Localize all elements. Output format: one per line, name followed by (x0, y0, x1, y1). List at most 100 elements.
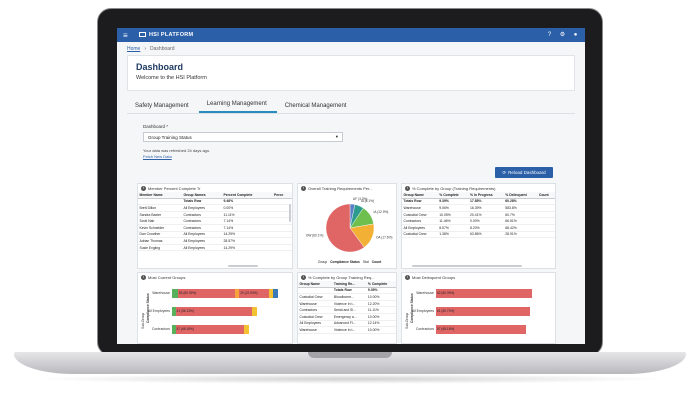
table-cell: Custodial Crew (402, 231, 438, 239)
bar-segment[interactable]: 41 (36.13%) (175, 307, 253, 316)
totals-row: Totals Row 9.39% (298, 287, 396, 295)
column-header[interactable]: % Complete (437, 192, 469, 199)
tab-bar: Safety Management Learning Management Ch… (127, 99, 575, 114)
column-header[interactable]: Group Name (402, 192, 438, 199)
table-row[interactable]: All Employees 8.57% 8.20% 68.42% (402, 224, 555, 232)
table-row[interactable]: Contractors Serial and Sl... 11.11% (298, 306, 396, 314)
info-icon[interactable]: i (301, 185, 306, 191)
tab-chemical-management[interactable]: Chemical Management (284, 103, 347, 109)
reload-dashboard-button[interactable]: ⟳ Reload Dashboard (495, 167, 553, 178)
table-row[interactable]: Adrian Thomas All Employees 28.57% (138, 237, 292, 245)
table-cell: Bloodborne... (332, 293, 367, 301)
table-row[interactable]: Contractors 11.46% 0.00% 66.51% (402, 217, 555, 225)
bar[interactable]: 62 (60.39%) (436, 289, 532, 298)
tab-safety-management[interactable]: Safety Management (135, 103, 189, 109)
table-row[interactable]: Custodial Crew Bloodborne... 10.00% (298, 293, 396, 301)
bar-segment[interactable]: 61 (60.70%) (436, 307, 531, 316)
table-row[interactable]: Scott Nair Contractors 7.14% (138, 217, 292, 225)
horizontal-scrollbar[interactable] (228, 265, 258, 267)
horizontal-scrollbar[interactable] (412, 265, 522, 267)
bar[interactable]: 57 (68.18%) (436, 325, 526, 334)
column-header[interactable]: Group Names (181, 192, 222, 199)
bar-segment[interactable] (172, 307, 176, 316)
bar-segment[interactable] (172, 325, 176, 334)
table-cell: 583.8% (503, 204, 538, 212)
fetch-new-data-link[interactable]: Fetch New Data (143, 154, 172, 159)
table-cell: All Employees (181, 237, 222, 245)
panel-header: i Most Current Groups (138, 273, 292, 281)
panel-most-current-groups: i Most Current Groups Sub-Group Complianc… (137, 272, 293, 344)
column-header[interactable]: Perce (272, 192, 292, 199)
column-header[interactable]: % In Progress (468, 192, 504, 199)
table-row[interactable]: Warehouse 9.06% 16.39% 583.8% (402, 204, 555, 212)
bar-segment[interactable] (172, 289, 178, 298)
table-row[interactable]: Warehouse Violence In t... 10.00% (298, 326, 396, 334)
bar-segment[interactable] (252, 307, 257, 316)
table-row[interactable]: Custodial Crew Emergency a... 10.00% (298, 313, 396, 321)
hamburger-menu-icon[interactable]: ≡ (123, 30, 128, 40)
bar-segment[interactable] (243, 325, 249, 334)
bar-segment[interactable] (234, 289, 240, 298)
table-row[interactable]: All Employees Advanced Fl... 12.14% (298, 320, 396, 328)
column-header[interactable]: Member Name (138, 192, 182, 199)
breadcrumb-home-link[interactable]: Home (127, 45, 141, 52)
panel-title: Overall Training Requirements Per... (308, 185, 373, 191)
tab-learning-management[interactable]: Learning Management (198, 101, 277, 113)
help-icon[interactable]: ? (547, 31, 552, 38)
refresh-note: Your data was refreshed 24 days ago. (143, 148, 211, 153)
bar-segment[interactable]: 20 (22.93%) (239, 289, 269, 298)
table-row[interactable]: Brett Dillon All Employees 0.00% (138, 204, 292, 212)
table-row[interactable]: Warehouse Violence In t... 12.20% (298, 300, 396, 308)
pie-chart: UF (3.3%)IA (6.1%) IA (12.9%) OA (17.6%) OW… (306, 197, 392, 253)
panel-header: i Overall Training Requirements Per... (298, 184, 396, 192)
bar-segment[interactable]: 57 (68.18%) (436, 325, 526, 334)
chevron-right-icon: › (144, 45, 147, 52)
column-header[interactable]: Group Name (298, 281, 333, 288)
page-subtitle: Welcome to the HSI Platform (136, 75, 207, 81)
table-cell: 10.05% (437, 211, 469, 219)
stacked-bar[interactable]: 53 (60.39%) 20 (22.93%) (172, 289, 279, 298)
bar-segment[interactable]: 53 (60.39%) (177, 289, 235, 298)
vertical-scrollbar[interactable] (289, 204, 291, 222)
table-row[interactable]: Dan Crowther All Employees 14.29% (138, 231, 292, 239)
app-screen: ≡ HSI PLATFORM ? ⚙ ● Home › Dashboard Da… (117, 28, 585, 344)
info-icon[interactable]: i (301, 274, 306, 280)
table-row[interactable]: Kevin Schneider Contractors 7.14% (138, 224, 292, 232)
table-cell (138, 198, 182, 206)
table-row[interactable]: Custodial Crew 1.38% 63.86% 28.91% (402, 231, 555, 239)
app-logo[interactable]: HSI PLATFORM (139, 32, 193, 38)
column-header[interactable]: Percent Complete (222, 192, 273, 199)
column-header[interactable]: Count (537, 192, 555, 199)
panel-header: i% Complete by Group (Training Requireme… (402, 184, 555, 192)
table-row[interactable]: Susie Evgiing All Employees 14.29% (138, 244, 292, 252)
table-row[interactable]: Custodial Crew 10.05% 20.41% 60.7% (402, 211, 555, 219)
user-icon[interactable]: ● (573, 31, 578, 38)
gear-icon[interactable]: ⚙ (559, 31, 566, 38)
bar[interactable]: 61 (60.70%) (436, 307, 531, 316)
dashboard-select[interactable]: Group Training Status ▾ (143, 132, 343, 142)
bar-segment[interactable]: 62 (60.39%) (436, 289, 532, 298)
column-header[interactable]: % Complete (366, 281, 396, 288)
info-icon[interactable]: i (405, 274, 410, 280)
stacked-bar[interactable]: 57 (68.18%) (172, 325, 249, 334)
panel-member-percent: i Member Percent Complete Tr Member Name … (137, 183, 293, 269)
table-cell: 14.29% (222, 244, 273, 252)
table-cell (272, 217, 292, 225)
panel-most-delinquent-groups: i Most Delinquent Groups Sub-Group Compli… (401, 272, 556, 344)
info-icon[interactable]: i (405, 185, 410, 191)
table-row[interactable]: Sandra Baxter Contractors 11.11% (138, 211, 292, 219)
info-icon[interactable]: i (141, 185, 146, 191)
column-header[interactable]: % Delinquent (503, 192, 538, 199)
table-cell (537, 198, 555, 206)
table-cell: 20.41% (468, 211, 504, 219)
bar-segment[interactable] (268, 289, 274, 298)
pie-slice[interactable] (325, 203, 365, 253)
bar-segment[interactable] (273, 289, 279, 298)
table-cell: All Employees (181, 231, 222, 239)
column-header[interactable]: Training Re... (332, 281, 367, 288)
stacked-bar[interactable]: 41 (36.13%) (172, 307, 257, 316)
bar-segment[interactable]: 57 (68.18%) (175, 325, 244, 334)
top-bar: ≡ HSI PLATFORM ? ⚙ ● (117, 28, 585, 42)
info-icon[interactable]: i (141, 274, 146, 280)
